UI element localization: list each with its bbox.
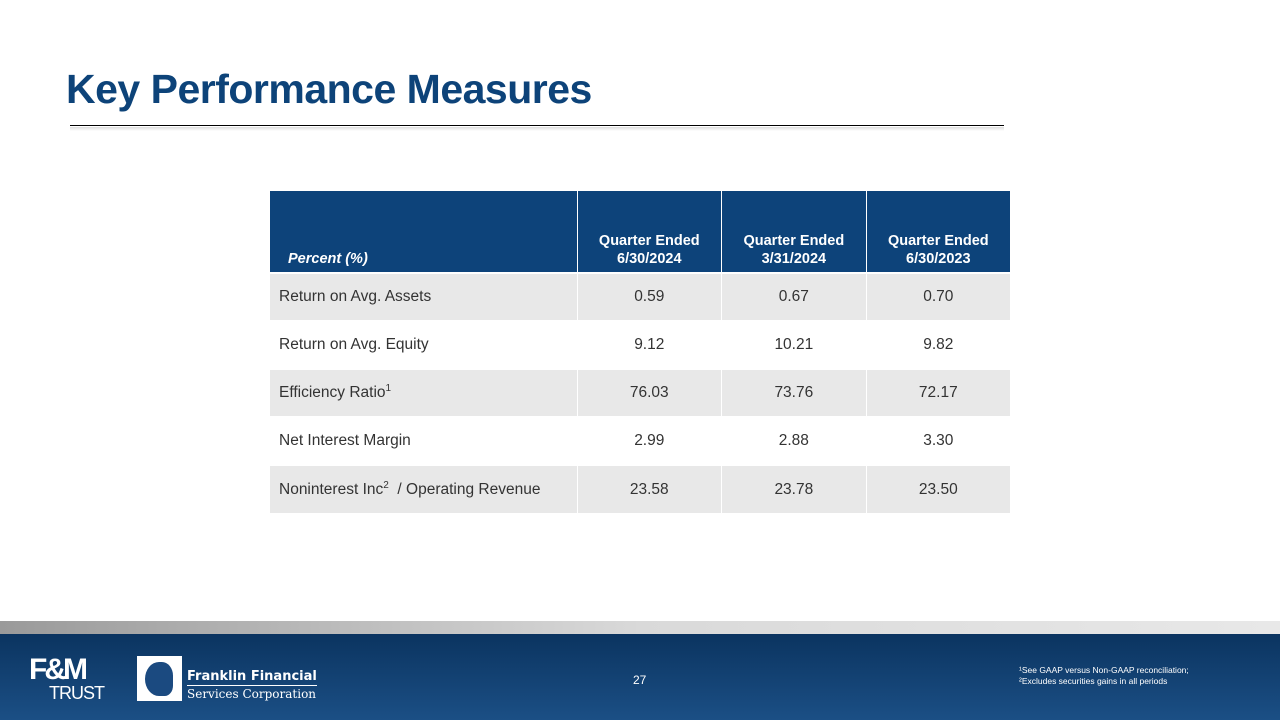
value-cell: 76.03 [576, 368, 722, 417]
table-row: Net Interest Margin 2.99 2.88 3.30 [270, 416, 1010, 465]
table-header-row: Percent (%) Quarter Ended 6/30/2024 Quart… [270, 191, 1010, 273]
footnote: ¹See GAAP versus Non-GAAP reconciliation… [1019, 665, 1189, 675]
kpi-table: Percent (%) Quarter Ended 6/30/2024 Quart… [270, 191, 1010, 513]
header-q1-2024: Quarter Ended 3/31/2024 [721, 191, 867, 273]
value-cell: 3.30 [865, 416, 1010, 465]
value-cell: 10.21 [721, 320, 867, 369]
header-q2-2023: Quarter Ended 6/30/2023 [865, 191, 1010, 273]
label-text: Net Interest Margin [279, 432, 411, 449]
row-label: Noninterest Inc2 / Operating Revenue [270, 464, 577, 513]
header-percent: Percent (%) [270, 191, 577, 273]
table-row: Return on Avg. Equity 9.12 10.21 9.82 [270, 320, 1010, 369]
page-title: Key Performance Measures [66, 66, 592, 112]
logo-text: TRUST [49, 683, 105, 703]
logo-text: Franklin Financial [187, 669, 317, 686]
footer [0, 634, 1280, 720]
footnote: ²Excludes securities gains in all period… [1019, 676, 1168, 686]
divider-shadow [70, 127, 1004, 131]
title-divider [70, 125, 1004, 126]
footnote-ref: 1 [385, 383, 392, 395]
value-cell: 73.76 [721, 368, 867, 417]
label-text: Noninterest Inc [279, 481, 384, 499]
row-label: Return on Avg. Assets [270, 272, 577, 321]
value-cell: 2.88 [721, 416, 867, 465]
label-text: Return on Avg. Assets [279, 288, 432, 305]
footer-band [0, 621, 1280, 634]
row-label: Efficiency Ratio1 [270, 368, 577, 417]
value-cell: 2.99 [576, 416, 722, 465]
row-label: Net Interest Margin [270, 416, 577, 465]
page-number: 27 [633, 673, 647, 687]
header-date: 6/30/2024 [617, 251, 682, 267]
footnote-ref: 2 [383, 479, 389, 491]
header-line: Quarter Ended [743, 233, 845, 249]
value-cell: 23.58 [576, 464, 722, 513]
header-line: Quarter Ended [598, 233, 700, 249]
value-cell: 0.70 [865, 272, 1010, 321]
fm-trust-logo: F&M TRUST [29, 653, 105, 703]
value-cell: 0.67 [721, 272, 867, 321]
value-cell: 72.17 [865, 368, 1010, 417]
label-text: Efficiency Ratio [279, 384, 386, 402]
label-text: / Operating Revenue [388, 481, 541, 499]
row-label: Return on Avg. Equity [270, 320, 577, 369]
value-cell: 9.12 [576, 320, 722, 369]
table-row: Return on Avg. Assets 0.59 0.67 0.70 [270, 272, 1010, 321]
header-line: Quarter Ended [887, 233, 989, 249]
table-row: Noninterest Inc2 / Operating Revenue 23.5… [270, 464, 1010, 513]
header-date: 3/31/2024 [761, 251, 827, 267]
value-cell: 23.78 [721, 464, 867, 513]
franklin-financial-logo: Franklin Financial Services Corporation [187, 668, 317, 702]
value-cell: 23.50 [865, 464, 1010, 513]
header-q2-2024: Quarter Ended 6/30/2024 [576, 191, 722, 273]
label-text: Return on Avg. Equity [279, 336, 429, 353]
logo-text: Services Corporation [187, 687, 317, 701]
franklin-portrait-icon [137, 656, 182, 701]
value-cell: 9.82 [865, 320, 1010, 369]
logo-text: F&M [29, 653, 88, 686]
value-cell: 0.59 [576, 272, 722, 321]
header-date: 6/30/2023 [906, 251, 971, 267]
table-row: Efficiency Ratio1 76.03 73.76 72.17 [270, 368, 1010, 417]
footnotes: ¹See GAAP versus Non-GAAP reconciliation… [1019, 665, 1189, 687]
